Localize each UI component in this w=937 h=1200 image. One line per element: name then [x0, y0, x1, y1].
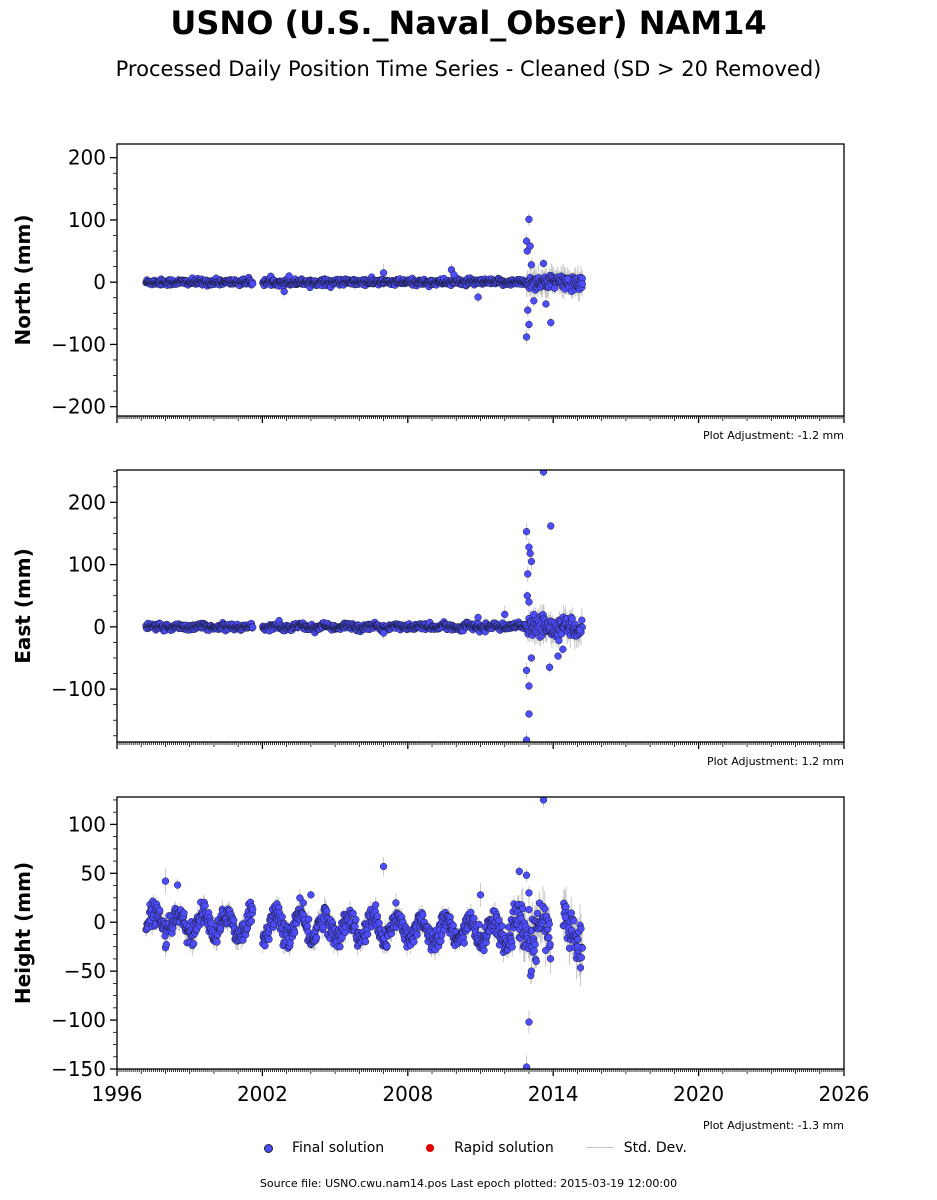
- east-data-points: [142, 470, 586, 742]
- data-point: [530, 610, 538, 619]
- chart-title: USNO (U.S._Naval_Obser) NAM14: [170, 4, 767, 42]
- data-point: [539, 259, 548, 268]
- north-y-ticks: [110, 157, 117, 408]
- data-point: [501, 610, 509, 619]
- data-point: [559, 645, 567, 653]
- y-tick-label: 0: [93, 615, 106, 639]
- y-tick-label: 200: [68, 146, 106, 170]
- y-tick-label: 0: [93, 270, 106, 294]
- data-point: [547, 318, 555, 327]
- y-tick-label: 200: [68, 490, 106, 514]
- y-tick-label: 100: [68, 208, 106, 232]
- data-point: [547, 522, 555, 530]
- east-x-ticks: [116, 742, 845, 749]
- data-point: [523, 592, 531, 600]
- data-point: [522, 666, 531, 675]
- data-point: [564, 275, 572, 283]
- north-data-points: [142, 215, 586, 341]
- data-point: [525, 543, 533, 551]
- data-point: [524, 306, 532, 314]
- data-point: [525, 215, 533, 223]
- data-point: [526, 242, 534, 250]
- y-tick-label: 100: [68, 553, 106, 577]
- data-point: [450, 271, 458, 279]
- y-tick-label: −200: [51, 395, 106, 419]
- y-tick-label: −100: [51, 332, 106, 356]
- data-point: [527, 557, 536, 566]
- data-point: [526, 549, 534, 558]
- data-point: [285, 272, 293, 280]
- east-y-ticks: [110, 470, 117, 737]
- data-point: [568, 615, 576, 623]
- data-point: [249, 280, 257, 288]
- data-point: [379, 269, 388, 277]
- data-point: [379, 629, 388, 637]
- chart-subtitle: Processed Daily Position Time Series - C…: [115, 57, 822, 81]
- data-point: [545, 663, 554, 671]
- data-point: [525, 320, 533, 329]
- data-point: [474, 613, 482, 622]
- north-x-ticks: [116, 416, 845, 423]
- data-point: [527, 654, 536, 662]
- data-point: [578, 616, 586, 624]
- height-panel: 1996 2002 2008 2014 2020 2026−150−100−5005010…: [11, 796, 869, 1106]
- data-point: [530, 297, 538, 305]
- y-tick-label: −100: [51, 677, 106, 701]
- data-point: [555, 636, 563, 645]
- data-point: [539, 470, 548, 476]
- data-point: [522, 736, 531, 742]
- east-y-axis-label: East (mm): [11, 548, 35, 664]
- east-panel: −100 0 100 200 East (mm): [11, 469, 845, 749]
- data-point: [522, 527, 531, 536]
- north-panel: −200 −100 0 100 200 North (mm): [11, 143, 845, 423]
- data-point: [525, 598, 533, 606]
- data-point: [522, 333, 531, 341]
- north-y-axis-label: North (mm): [11, 214, 35, 345]
- data-point: [525, 710, 533, 718]
- data-point: [542, 300, 550, 308]
- data-point: [576, 626, 584, 634]
- data-point: [280, 287, 288, 296]
- data-point: [527, 261, 536, 269]
- data-point: [522, 237, 531, 245]
- data-point: [525, 682, 533, 690]
- east-plot-frame: [116, 469, 845, 743]
- data-point: [578, 280, 586, 288]
- east-std-dev-bars: [145, 470, 583, 742]
- data-point: [474, 293, 482, 301]
- data-point: [554, 652, 562, 660]
- data-point: [249, 623, 257, 631]
- data-point: [524, 570, 532, 578]
